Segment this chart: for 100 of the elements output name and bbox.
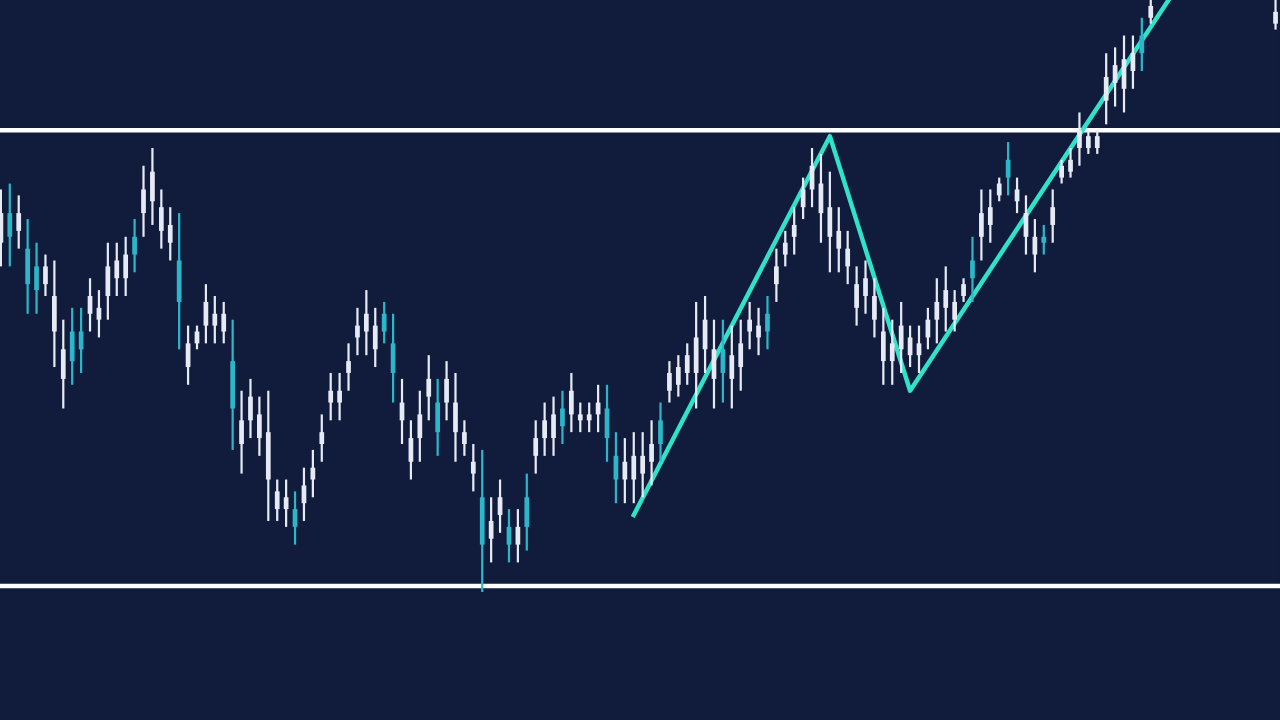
- candlestick: [203, 283, 209, 345]
- candlestick: [1059, 158, 1064, 185]
- candlestick: [221, 300, 227, 345]
- candlestick: [1121, 34, 1127, 114]
- candlestick: [667, 360, 672, 404]
- candlestick: [444, 360, 449, 422]
- candlestick: [1148, 0, 1154, 25]
- candlestick: [363, 288, 369, 357]
- candlestick: [346, 342, 351, 392]
- candlestick: [854, 265, 859, 327]
- candlestick: [756, 306, 761, 357]
- candlestick: [488, 496, 494, 564]
- candlestick: [248, 377, 253, 440]
- candlestick: [720, 318, 726, 404]
- candlestick: [52, 259, 57, 369]
- candlestick: [889, 318, 895, 386]
- candlestick: [355, 306, 360, 357]
- candlestick: [577, 401, 583, 434]
- candlestick: [25, 217, 30, 315]
- candlestick: [970, 235, 975, 304]
- candlestick: [1041, 223, 1047, 256]
- candlestick: [462, 419, 467, 457]
- candlestick: [69, 306, 75, 386]
- candlestick: [141, 164, 146, 238]
- candlestick: [265, 389, 271, 523]
- candlestick: [176, 212, 182, 351]
- candlestick: [987, 188, 993, 244]
- candlestick: [774, 247, 779, 304]
- candlestick: [230, 318, 236, 452]
- candlestick: [631, 431, 637, 505]
- candlestick: [791, 206, 797, 256]
- candlestick: [417, 389, 423, 463]
- candlestick: [569, 371, 574, 434]
- candlestick: [711, 318, 717, 410]
- candlestick: [872, 277, 877, 339]
- candlestick: [212, 294, 218, 345]
- candlestick: [453, 371, 458, 463]
- candlestick: [1103, 52, 1109, 126]
- candlestick: [782, 229, 788, 268]
- candlestick: [426, 354, 432, 422]
- candlestick: [1139, 16, 1145, 73]
- candlestick: [551, 395, 556, 457]
- candlestick: [845, 229, 851, 286]
- candlestick: [274, 478, 280, 523]
- candlestick: [560, 389, 565, 446]
- candlestick: [60, 318, 66, 410]
- candlestick: [319, 413, 325, 463]
- candlestick: [470, 442, 476, 493]
- candlestick: [408, 419, 414, 481]
- candlestick: [765, 294, 770, 351]
- candlestick: [158, 188, 164, 250]
- candlestick: [1094, 129, 1100, 156]
- candlestick: [390, 312, 396, 404]
- candlestick: [105, 241, 111, 321]
- candlestick: [185, 324, 191, 386]
- candlestick: [961, 277, 966, 304]
- candlestick: [952, 288, 958, 333]
- candlestick: [684, 342, 690, 386]
- candlestick: [7, 182, 13, 268]
- candlestick: [880, 306, 886, 386]
- candlestick: [1050, 188, 1056, 244]
- candlestick: [479, 448, 485, 592]
- candlestick: [586, 401, 592, 434]
- candlestick: [809, 146, 815, 209]
- candlestick: [16, 194, 22, 250]
- candlestick: [604, 383, 610, 463]
- candlestick: [533, 419, 539, 475]
- candlestick: [257, 395, 262, 457]
- candlestick: [1086, 129, 1091, 156]
- candlestick: [649, 419, 654, 487]
- candlestick: [702, 294, 708, 375]
- candlestick: [0, 188, 4, 268]
- candlestick: [337, 371, 342, 422]
- candlestick: [675, 354, 681, 398]
- candlestick: [1023, 194, 1029, 256]
- candlestick: [827, 170, 833, 274]
- candlestick: [898, 300, 904, 375]
- candlestick: [435, 377, 441, 457]
- candlestick: [542, 401, 547, 457]
- candlestick: [640, 431, 646, 499]
- candlestick: [836, 206, 842, 274]
- candlestick: [1273, 0, 1278, 31]
- candlestick: [34, 241, 39, 315]
- candlestick: [123, 235, 129, 298]
- candlestick: [996, 176, 1002, 203]
- candlestick: [328, 371, 334, 422]
- candlestick: [979, 188, 984, 262]
- candlestick: [863, 259, 868, 315]
- candlestick: [747, 300, 752, 351]
- candlestick: [1077, 111, 1082, 167]
- candlestick: [622, 436, 628, 505]
- candlestick: [167, 206, 173, 262]
- candlestick: [693, 300, 699, 410]
- candlestick: [818, 152, 824, 244]
- candlestick: [132, 217, 137, 274]
- candlestick: [1068, 146, 1073, 179]
- candlestick: [239, 389, 244, 475]
- candlestick: [372, 306, 378, 369]
- candlestick: [150, 146, 155, 227]
- candlestick: [114, 241, 120, 298]
